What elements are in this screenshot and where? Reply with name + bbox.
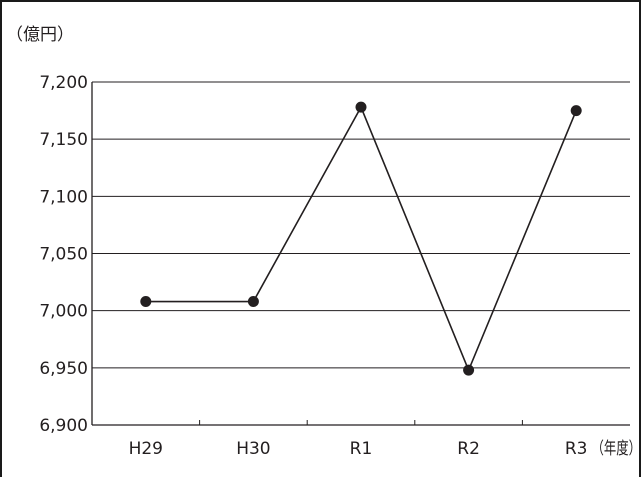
x-tick-label: R1: [350, 439, 373, 459]
series: [140, 101, 582, 376]
y-axis-tick-labels: 6,900 6,950 7,000 7,050 7,100 7,150 7,200: [39, 73, 88, 436]
x-tick-label: R2: [457, 439, 480, 459]
y-axis-unit-label: （億円）: [6, 25, 74, 45]
axes: [91, 82, 630, 426]
y-tick-label: 7,100: [39, 187, 88, 207]
data-point: [570, 105, 582, 117]
x-tick-label: H30: [236, 439, 270, 459]
x-axis-tick-labels: H29 H30 R1 R2 R3 （年度）: [129, 439, 641, 459]
y-tick-label: 7,150: [39, 130, 88, 150]
y-tick-label: 7,200: [39, 73, 88, 93]
data-point: [355, 101, 367, 113]
x-tick-label: H29: [129, 439, 163, 459]
x-axis-unit-label: （年度）: [592, 439, 641, 459]
data-point: [140, 296, 152, 308]
x-tick-label: R3: [565, 439, 588, 459]
data-point: [463, 364, 475, 376]
y-tick-label: 7,000: [39, 302, 88, 322]
series-line: [145, 105, 577, 373]
y-tick-label: 6,900: [39, 416, 88, 436]
gridlines: [92, 81, 630, 369]
y-tick-label: 6,950: [39, 359, 88, 379]
data-point: [247, 296, 259, 308]
y-tick-label: 7,050: [39, 245, 88, 265]
